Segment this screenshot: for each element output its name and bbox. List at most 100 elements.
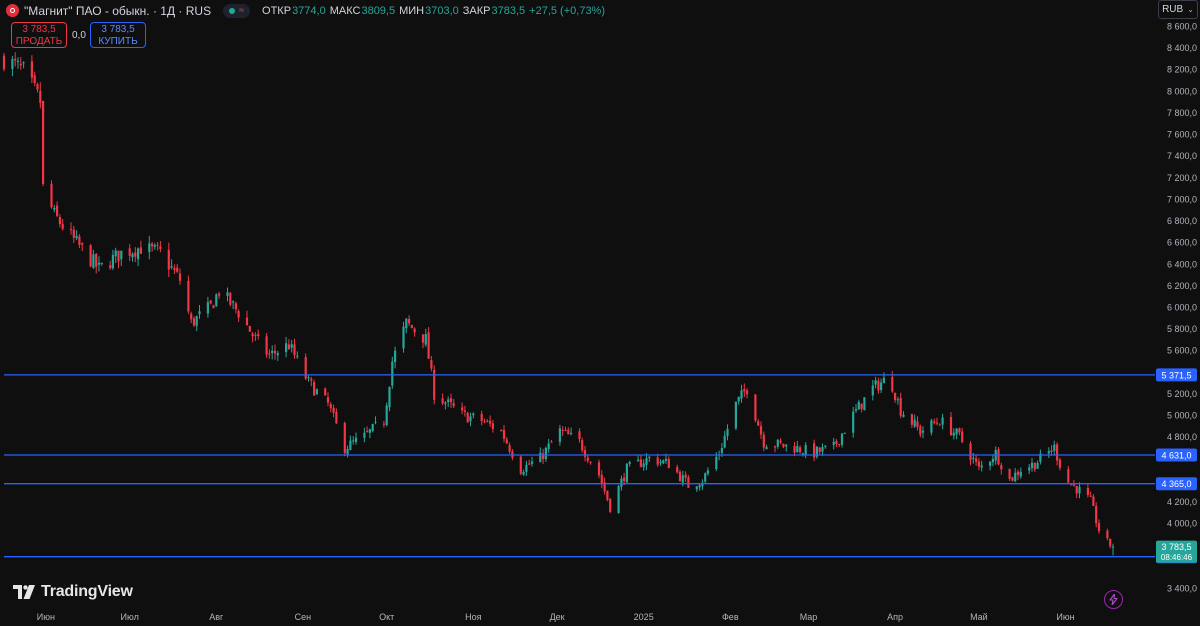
candle-body: [391, 361, 394, 386]
candle-body: [374, 421, 377, 423]
time-tick-label: Фев: [722, 612, 739, 622]
candle-body: [19, 63, 22, 66]
time-axis[interactable]: Июн Июл Авг Сен Окт Ноя Дек 2025 Фев Мар Апр Май Июн: [0, 607, 1155, 626]
buy-button[interactable]: 3 783,5 КУПИТЬ: [90, 22, 146, 48]
price-tick-label: 6 200,0: [1167, 281, 1197, 291]
candle-body: [910, 414, 913, 425]
candle-body: [1092, 496, 1095, 506]
candle-body: [989, 461, 992, 466]
sell-label: ПРОДАТЬ: [15, 36, 63, 47]
level-price-label: 4 365,0: [1161, 479, 1191, 489]
candle-body: [1019, 471, 1022, 477]
candle-body: [424, 334, 427, 345]
candle-body: [405, 318, 408, 329]
candle-body: [757, 421, 760, 426]
candle-body: [444, 402, 447, 404]
candle-body: [265, 336, 268, 355]
symbol-title[interactable]: "Магнит" ПАО - обыкн. · 1Д · RUS: [24, 3, 212, 18]
candle-body: [949, 417, 953, 436]
candle-body: [408, 318, 411, 324]
candle-body: [153, 245, 156, 247]
symbol-logo-icon: [6, 4, 19, 17]
candle-body: [441, 398, 444, 404]
candles: [2, 52, 1115, 556]
candle-body: [75, 235, 78, 239]
currency-selector[interactable]: RUB ⌄: [1158, 0, 1198, 19]
open-value: 3774,0: [292, 4, 326, 17]
candle-body: [234, 303, 237, 310]
candle-body: [167, 249, 170, 270]
candle-body: [880, 382, 883, 390]
candle-body: [190, 313, 193, 320]
candle-body: [276, 353, 279, 356]
market-status-badge[interactable]: ≈: [223, 3, 251, 18]
candle-body: [452, 403, 455, 407]
candle-body: [609, 498, 612, 512]
candle-body: [676, 467, 679, 473]
candlestick-chart[interactable]: [0, 0, 1155, 607]
lightning-icon[interactable]: [1104, 590, 1123, 609]
candle-body: [776, 439, 779, 447]
candle-body: [882, 377, 885, 384]
candle-body: [139, 247, 142, 254]
candle-body: [564, 429, 567, 431]
candle-body: [581, 440, 584, 451]
candle-body: [586, 457, 589, 461]
candle-body: [187, 280, 190, 312]
candle-body: [972, 457, 975, 459]
candle-body: [209, 300, 212, 304]
sell-button[interactable]: 3 783,5 ПРОДАТЬ: [11, 22, 67, 48]
candle-body: [852, 411, 855, 433]
spread-value: 0,0: [72, 30, 86, 41]
candle-body: [980, 465, 983, 468]
candle-body: [597, 462, 601, 476]
price-tick-label: 7 400,0: [1167, 151, 1197, 161]
candle-body: [645, 458, 648, 465]
candle-body: [315, 389, 318, 394]
candle-body: [773, 446, 777, 448]
candle-body: [1075, 486, 1078, 494]
candle-body: [704, 473, 707, 482]
candle-body: [271, 350, 274, 353]
candle-body: [623, 477, 626, 481]
candle-body: [366, 431, 369, 433]
candle-body: [248, 325, 251, 332]
candle-body: [1089, 495, 1092, 497]
price-tick-label: 3 400,0: [1167, 584, 1197, 594]
candle-body: [466, 412, 469, 423]
candle-body: [1036, 463, 1039, 469]
candle-body: [921, 430, 925, 433]
candle-body: [368, 429, 371, 433]
price-tick-label: 8 000,0: [1167, 86, 1197, 96]
change-value: +27,5 (+0,73%): [529, 4, 606, 17]
time-tick-label: Окт: [379, 612, 394, 622]
candle-body: [1033, 462, 1036, 470]
candle-body: [519, 456, 522, 474]
price-tick-label: 6 600,0: [1167, 238, 1197, 248]
candle-body: [463, 410, 466, 412]
candle-body: [667, 459, 670, 469]
tradingview-logo[interactable]: TradingView: [13, 583, 133, 601]
chevron-down-icon: ⌄: [1187, 5, 1194, 14]
chart-pane[interactable]: [0, 0, 1155, 607]
candle-body: [14, 58, 17, 61]
level-price-tag: [1156, 477, 1197, 491]
candle-body: [737, 396, 740, 402]
candle-body: [81, 243, 84, 245]
candle-body: [100, 262, 103, 264]
time-tick-label: Ноя: [465, 612, 482, 622]
candle-body: [237, 311, 240, 318]
candle-body: [740, 390, 743, 399]
candle-body: [785, 444, 788, 447]
candle-body: [109, 265, 112, 269]
time-tick-label: Сен: [295, 612, 312, 622]
open-label: ОТКР: [262, 4, 292, 17]
candle-body: [938, 424, 941, 426]
candle-body: [899, 397, 902, 416]
price-tick-label: 5 000,0: [1167, 411, 1197, 421]
candle-body: [226, 292, 229, 296]
candle-body: [606, 490, 609, 500]
candle-body: [195, 316, 198, 326]
candle-body: [296, 355, 299, 357]
price-axis[interactable]: 5 371,54 631,04 365,03 689,53 400,04 000…: [1155, 0, 1200, 626]
